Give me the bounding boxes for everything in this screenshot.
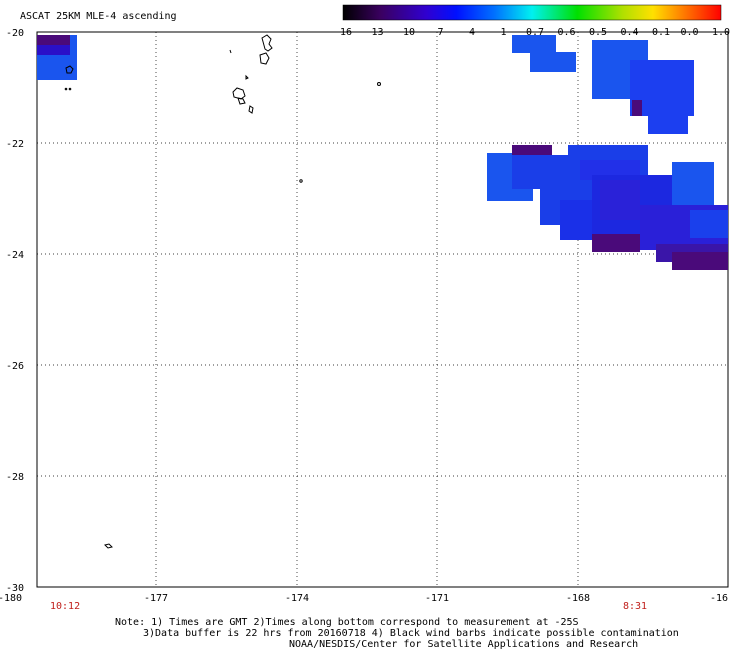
wind-swath (37, 35, 728, 270)
time-right: 8:31 (623, 601, 647, 612)
time-left: 10:12 (50, 601, 80, 612)
latitude-labels: -20 -22 -24 -26 -28 -30 (6, 28, 24, 594)
longitude-label: -180 (0, 593, 22, 604)
note-line-1: Note: 1) Times are GMT 2)Times along bot… (115, 617, 579, 628)
longitude-label: -174 (285, 593, 309, 604)
map-title: ASCAT 25KM MLE-4 ascending (20, 11, 177, 22)
longitude-label: -16 (710, 593, 728, 604)
longitude-label: -177 (144, 593, 168, 604)
latitude-label: -30 (6, 583, 24, 594)
map-gridlines (37, 32, 728, 587)
map-frame (36, 31, 729, 588)
longitude-label: -171 (425, 593, 449, 604)
longitude-label: -168 (566, 593, 590, 604)
longitude-labels: -180 -177 -174 -171 -168 -16 (0, 593, 728, 604)
colorbar-gradient (342, 4, 722, 21)
note-line-3: NOAA/NESDIS/Center for Satellite Applica… (289, 639, 638, 650)
latitude-label: -24 (6, 250, 24, 261)
latitude-label: -28 (6, 472, 24, 483)
latitude-label: -22 (6, 139, 24, 150)
latitude-label: -20 (6, 28, 24, 39)
latitude-label: -26 (6, 361, 24, 372)
note-line-2: 3)Data buffer is 22 hrs from 20160718 4)… (143, 628, 679, 639)
land-outlines (64, 34, 381, 549)
colorbar: -16 -13 -10 -7 -4 -1 -0.7 -0.6 -0.5 -0.4 -0.1 0.0 1.… (334, 4, 730, 38)
